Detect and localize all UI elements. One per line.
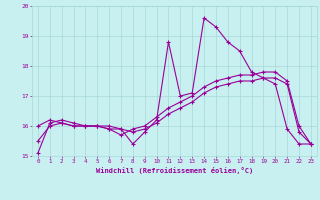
X-axis label: Windchill (Refroidissement éolien,°C): Windchill (Refroidissement éolien,°C) xyxy=(96,167,253,174)
